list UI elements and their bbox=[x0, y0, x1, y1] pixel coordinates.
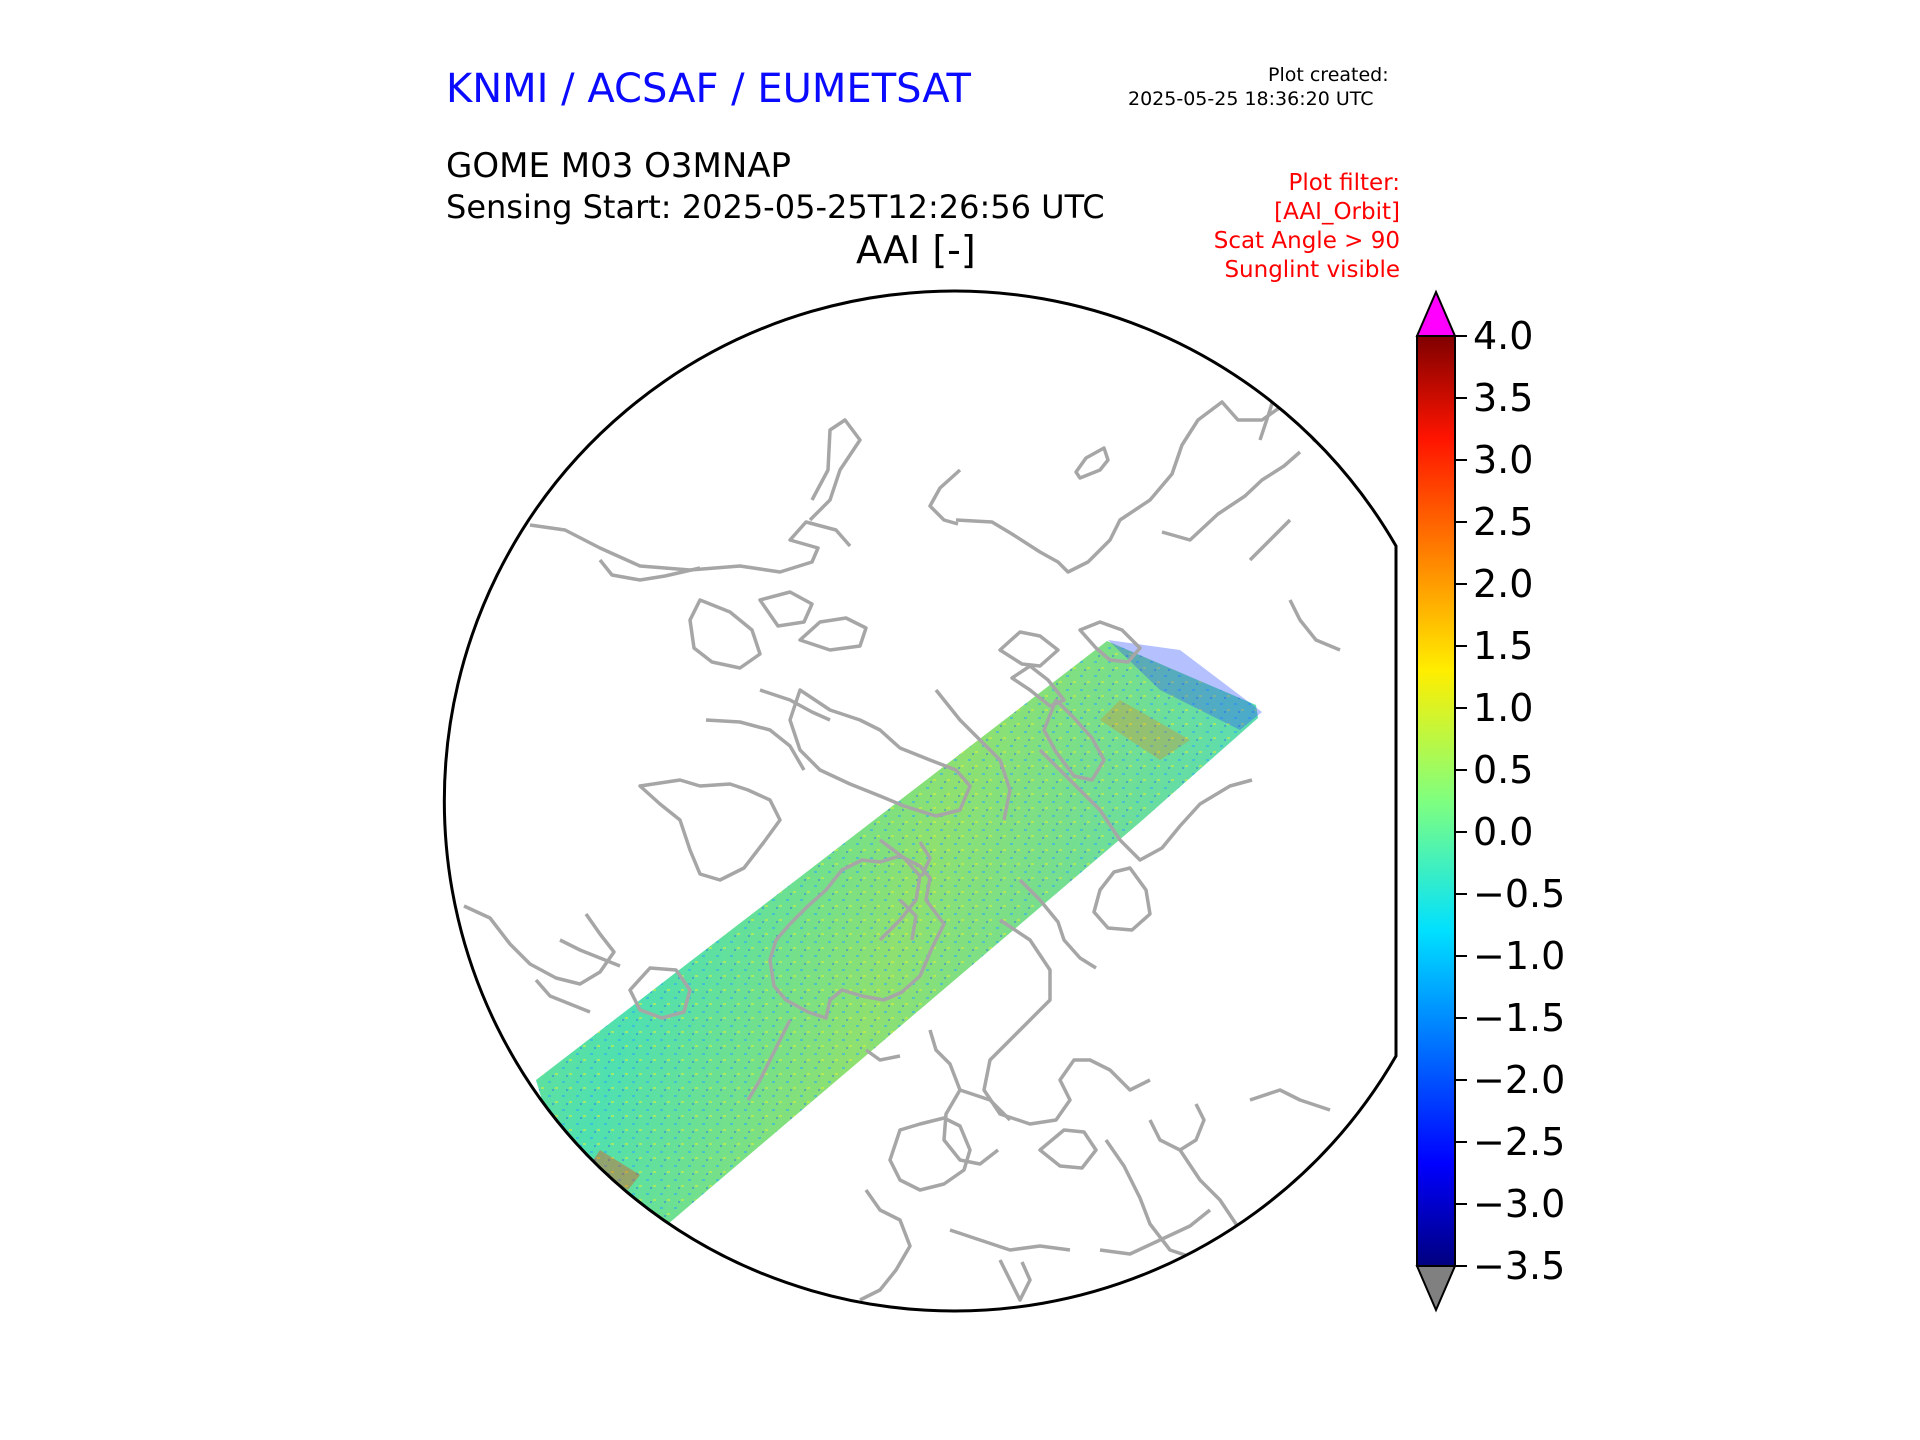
colorbar-under-min-triangle bbox=[1415, 1265, 1457, 1313]
colorbar-tick-label: −2.0 bbox=[1473, 1058, 1565, 1102]
colorbar-tick-label: −1.0 bbox=[1473, 934, 1565, 978]
colorbar-tick-label: 3.0 bbox=[1473, 438, 1533, 482]
colorbar-tick-label: −2.5 bbox=[1473, 1120, 1565, 1164]
filter-line: Scat Angle > 90 bbox=[1213, 228, 1400, 254]
organization-title: KNMI / ACSAF / EUMETSAT bbox=[446, 66, 971, 112]
variable-title: AAI [-] bbox=[856, 228, 976, 272]
colorbar: 4.0 3.5 3.0 2.5 2.0 1.5 1.0 0.5 0.0 −0.5 −1.0 −1.5 −… bbox=[1415, 289, 1565, 1313]
colorbar-tick-label: −3.5 bbox=[1473, 1244, 1565, 1288]
map-content bbox=[463, 358, 1372, 1302]
colorbar-over-max-triangle bbox=[1415, 289, 1457, 337]
colorbar-tick-label: 1.0 bbox=[1473, 686, 1533, 730]
plot-created-label: Plot created: bbox=[1268, 64, 1389, 86]
filter-line: Plot filter: bbox=[1288, 170, 1400, 196]
colorbar-tick-label: −1.5 bbox=[1473, 996, 1565, 1040]
product-title: GOME M03 O3MNAP bbox=[446, 146, 792, 186]
colorbar-tick-label: 0.5 bbox=[1473, 748, 1533, 792]
colorbar-tick-label: 4.0 bbox=[1473, 314, 1533, 358]
colorbar-tick-label: 0.0 bbox=[1473, 810, 1533, 854]
sensing-start: Sensing Start: 2025-05-25T12:26:56 UTC bbox=[446, 188, 1105, 226]
map-boundary bbox=[442, 289, 1398, 1313]
colorbar-tick-label: −0.5 bbox=[1473, 872, 1565, 916]
filter-line: Sunglint visible bbox=[1224, 257, 1400, 283]
colorbar-tick-label: 3.5 bbox=[1473, 376, 1533, 420]
filter-line: [AAI_Orbit] bbox=[1274, 199, 1400, 225]
colorbar-ticks: 4.0 3.5 3.0 2.5 2.0 1.5 1.0 0.5 0.0 −0.5 −1.0 −1.5 −… bbox=[1455, 314, 1565, 1288]
plot-created-time: 2025-05-25 18:36:20 UTC bbox=[1128, 88, 1374, 110]
colorbar-frame bbox=[1416, 335, 1456, 1267]
colorbar-tick-label: 1.5 bbox=[1473, 624, 1533, 668]
colorbar-tick-label: 2.0 bbox=[1473, 562, 1533, 606]
colorbar-tick-label: 2.5 bbox=[1473, 500, 1533, 544]
colorbar-gradient bbox=[1417, 336, 1455, 1266]
colorbar-tick-label: −3.0 bbox=[1473, 1182, 1565, 1226]
